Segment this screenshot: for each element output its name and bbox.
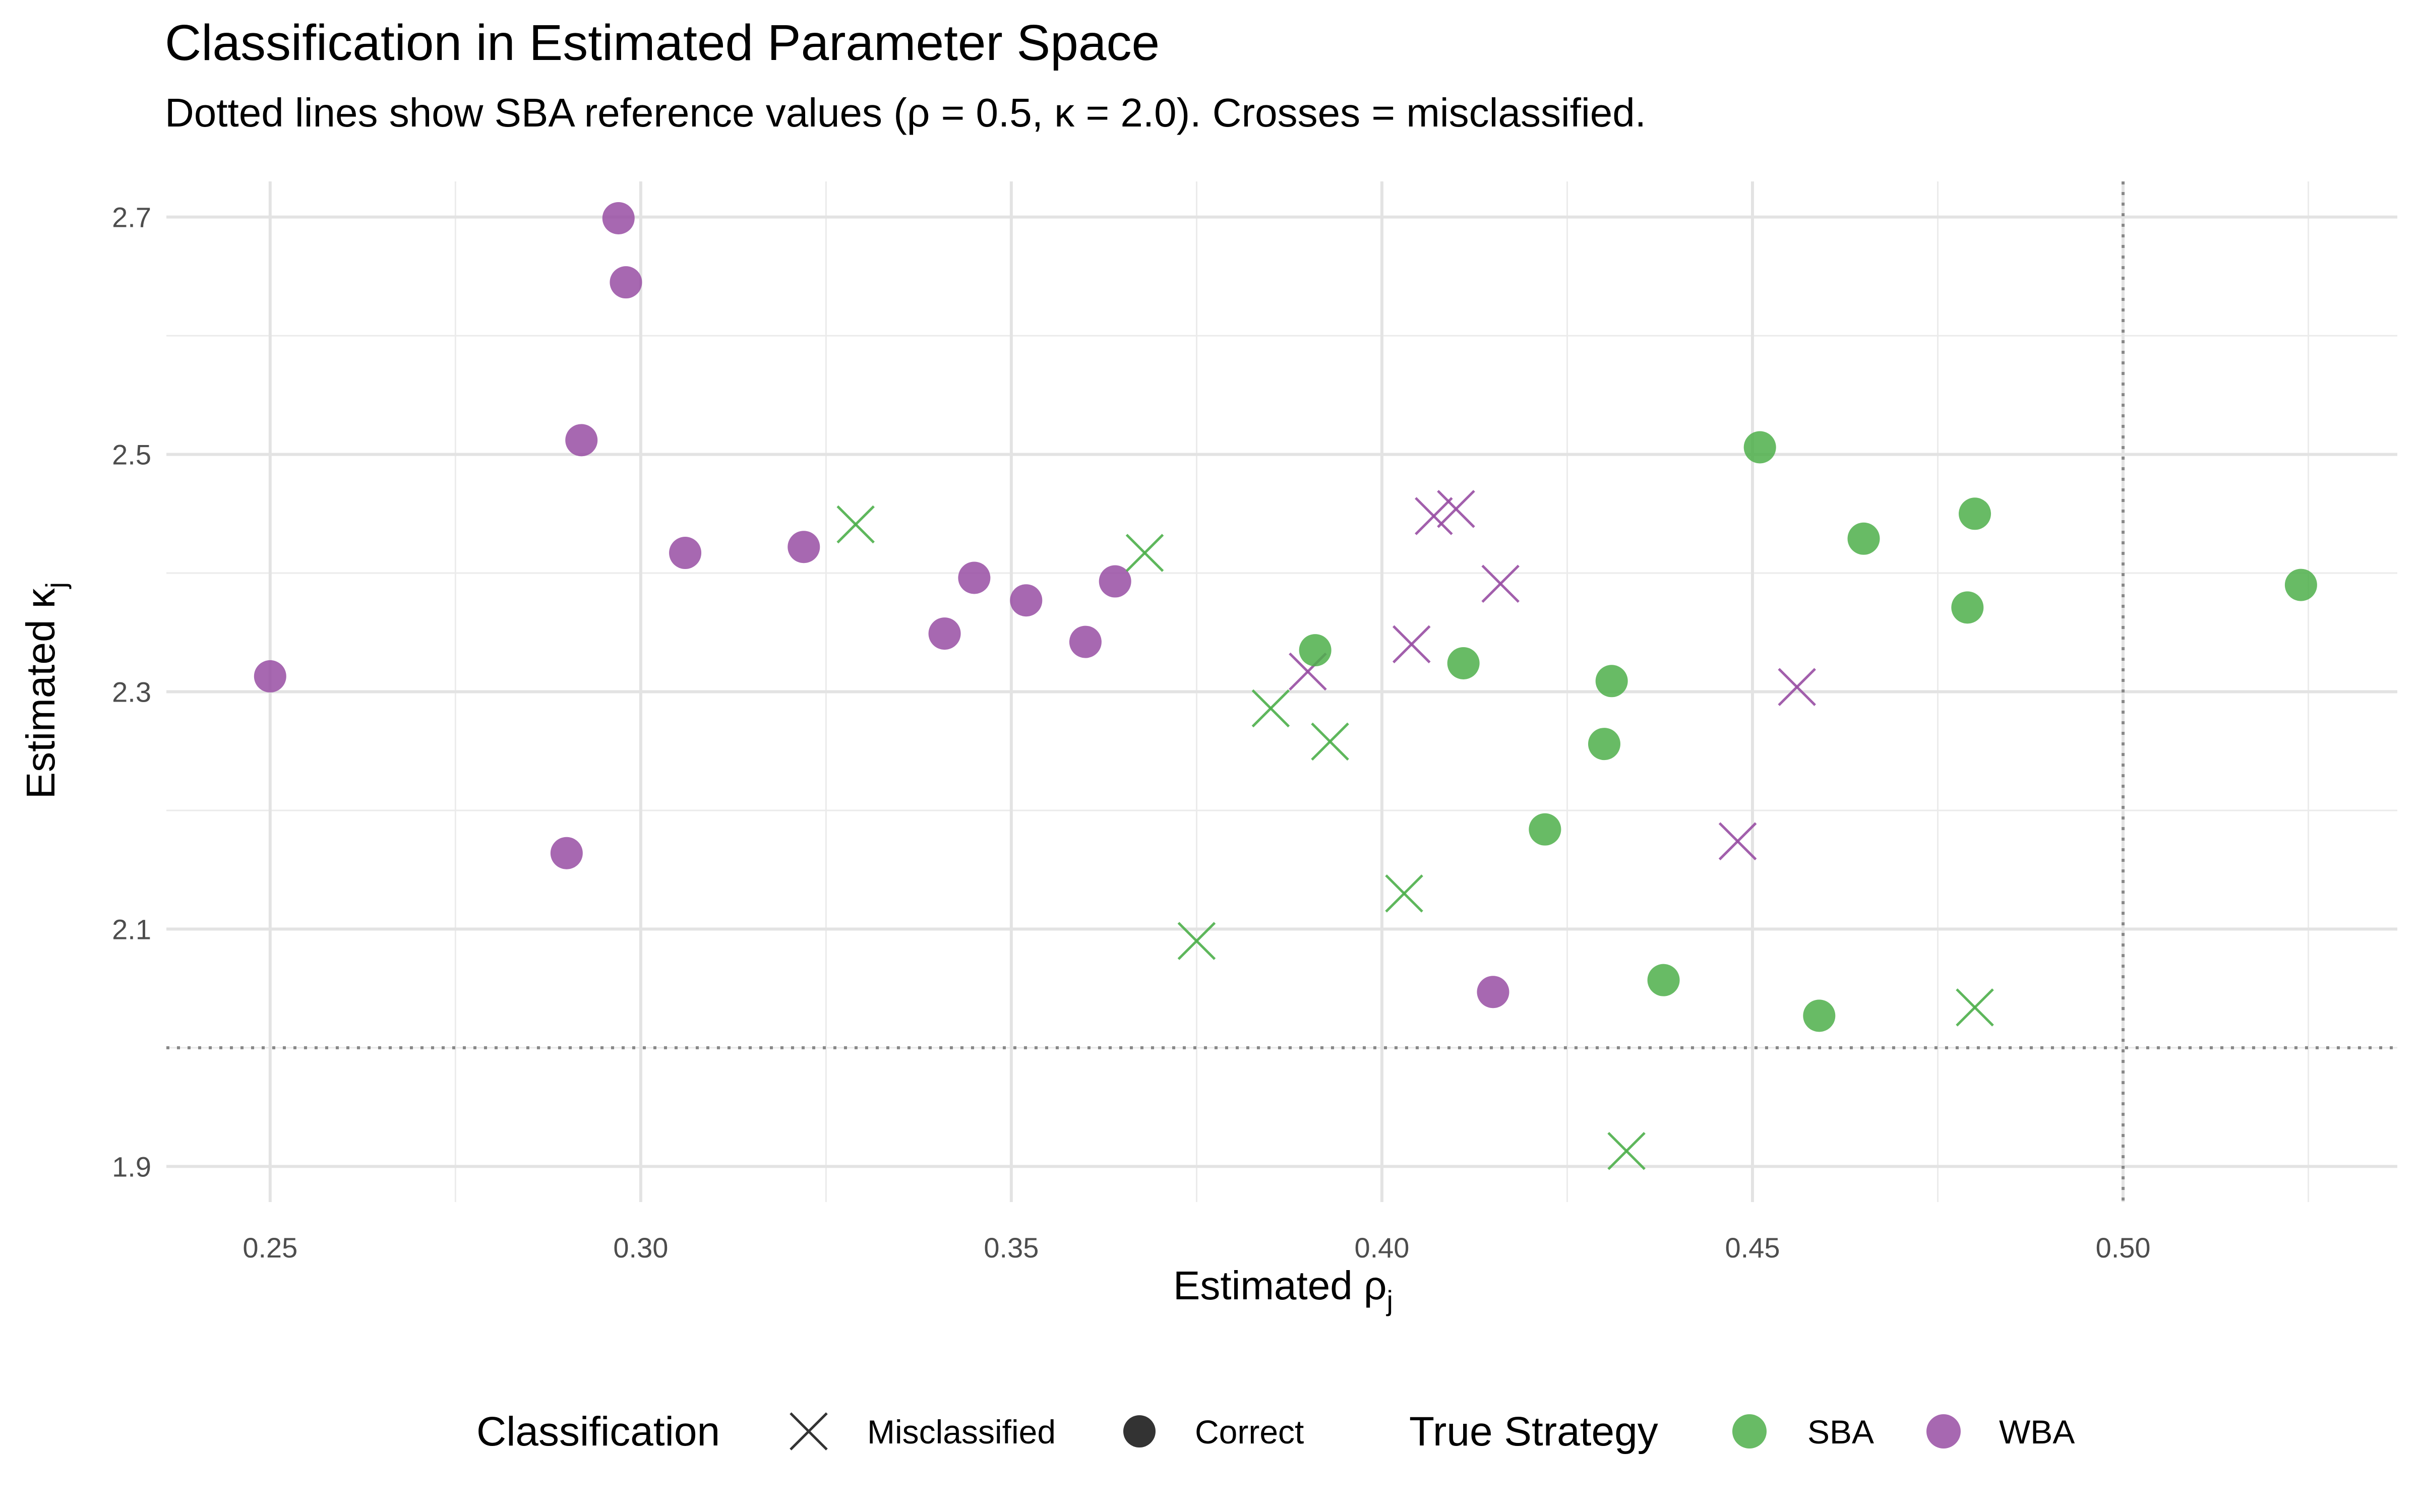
point-sba-correct — [1529, 813, 1561, 846]
point-wba-correct — [1099, 565, 1131, 598]
legend-key-sba — [1732, 1414, 1767, 1448]
point-wba-correct — [1010, 584, 1043, 617]
legend-title-classification: Classification — [476, 1409, 720, 1455]
point-sba-misclassified — [1956, 988, 1994, 1027]
cross-stroke — [1251, 689, 1290, 728]
point-sba-correct — [1743, 431, 1776, 464]
point-wba-correct — [565, 424, 598, 457]
point-sba-correct — [1299, 634, 1332, 667]
point-wba-misclassified — [1718, 822, 1757, 860]
x-axis-title-subscript: j — [1385, 1285, 1393, 1316]
y-tick-label: 1.9 — [112, 1151, 151, 1182]
y-axis-title-subscript: j — [40, 582, 72, 589]
cross-stroke — [1392, 625, 1431, 664]
point-sba-correct — [1847, 522, 1880, 555]
y-tick-label: 2.3 — [112, 676, 151, 708]
cross-stroke — [1481, 564, 1520, 603]
y-tick-label: 2.7 — [112, 202, 151, 233]
point-sba-misclassified — [836, 505, 875, 544]
point-sba-correct — [1959, 497, 1991, 530]
cross-stroke — [1437, 490, 1475, 528]
cross-stroke — [1385, 874, 1423, 913]
point-wba-correct — [1069, 625, 1102, 658]
point-wba-correct — [602, 202, 635, 234]
x-tick-label: 0.40 — [1354, 1232, 1409, 1264]
point-sba-correct — [1588, 728, 1620, 761]
cross-stroke — [1125, 534, 1164, 572]
cross-stroke — [1311, 722, 1349, 761]
y-axis-title: Estimated κj — [18, 582, 72, 799]
legend-key-correct — [1123, 1415, 1156, 1447]
grid — [166, 181, 2397, 1202]
point-wba-correct — [669, 537, 702, 570]
point-wba-correct — [550, 837, 583, 869]
axis-ticks: 0.25 0.30 0.35 0.40 0.45 0.50 1.9 2.1 2.3 2.5 2.7 — [112, 202, 2150, 1264]
chart-subtitle: Dotted lines show SBA reference values (… — [165, 90, 1646, 135]
x-tick-label: 0.25 — [243, 1232, 297, 1264]
point-sba-correct — [2284, 569, 2317, 601]
cross-stroke — [790, 1412, 828, 1451]
point-wba-misclassified — [1437, 490, 1475, 528]
legend-key-misclassified — [790, 1412, 828, 1451]
point-sba-misclassified — [1251, 689, 1290, 728]
cross-stroke — [1607, 1131, 1646, 1170]
point-wba-misclassified — [1481, 564, 1520, 603]
point-wba-correct — [1477, 976, 1509, 1009]
cross-stroke — [1718, 822, 1757, 860]
x-tick-label: 0.35 — [984, 1232, 1039, 1264]
chart-title: Classification in Estimated Parameter Sp… — [165, 15, 1160, 71]
point-sba-correct — [1647, 964, 1680, 996]
point-wba-misclassified — [1778, 668, 1816, 706]
y-tick-label: 2.5 — [112, 439, 151, 471]
point-wba-misclassified — [1415, 497, 1453, 535]
point-sba-misclassified — [1311, 722, 1349, 761]
y-axis-title-text: Estimated κ — [18, 588, 63, 799]
x-axis-title-text: Estimated ρ — [1173, 1263, 1386, 1308]
point-sba-misclassified — [1385, 874, 1423, 913]
x-tick-label: 0.50 — [2096, 1232, 2151, 1264]
point-wba-correct — [958, 561, 991, 594]
point-sba-correct — [1595, 665, 1628, 698]
legend-label-misclassified: Misclassified — [867, 1413, 1056, 1451]
x-tick-label: 0.30 — [613, 1232, 668, 1264]
reference-lines — [166, 181, 2397, 1202]
legend: Classification Misclassified Correct True S… — [476, 1409, 2075, 1455]
x-axis-title: Estimated ρj — [1173, 1263, 1393, 1316]
x-tick-label: 0.45 — [1725, 1232, 1780, 1264]
point-wba-correct — [788, 531, 820, 563]
point-wba-misclassified — [1392, 625, 1431, 664]
point-wba-correct — [254, 660, 286, 692]
legend-label-wba: WBA — [1999, 1413, 2075, 1451]
legend-label-correct: Correct — [1195, 1413, 1304, 1451]
point-wba-correct — [928, 617, 961, 650]
y-tick-label: 2.1 — [112, 913, 151, 945]
cross-stroke — [1956, 988, 1994, 1027]
point-sba-misclassified — [1177, 922, 1216, 960]
cross-stroke — [836, 505, 875, 544]
cross-stroke — [1778, 668, 1816, 706]
legend-title-true-strategy: True Strategy — [1409, 1409, 1658, 1455]
point-sba-misclassified — [1125, 534, 1164, 572]
legend-label-sba: SBA — [1807, 1413, 1874, 1451]
point-sba-misclassified — [1607, 1131, 1646, 1170]
point-sba-correct — [1447, 647, 1480, 679]
point-wba-correct — [610, 266, 642, 299]
point-sba-correct — [1951, 591, 1984, 624]
legend-key-wba — [1926, 1414, 1961, 1448]
point-sba-correct — [1803, 999, 1836, 1032]
cross-stroke — [1415, 497, 1453, 535]
data-points — [254, 202, 2317, 1170]
cross-stroke — [1177, 922, 1216, 960]
